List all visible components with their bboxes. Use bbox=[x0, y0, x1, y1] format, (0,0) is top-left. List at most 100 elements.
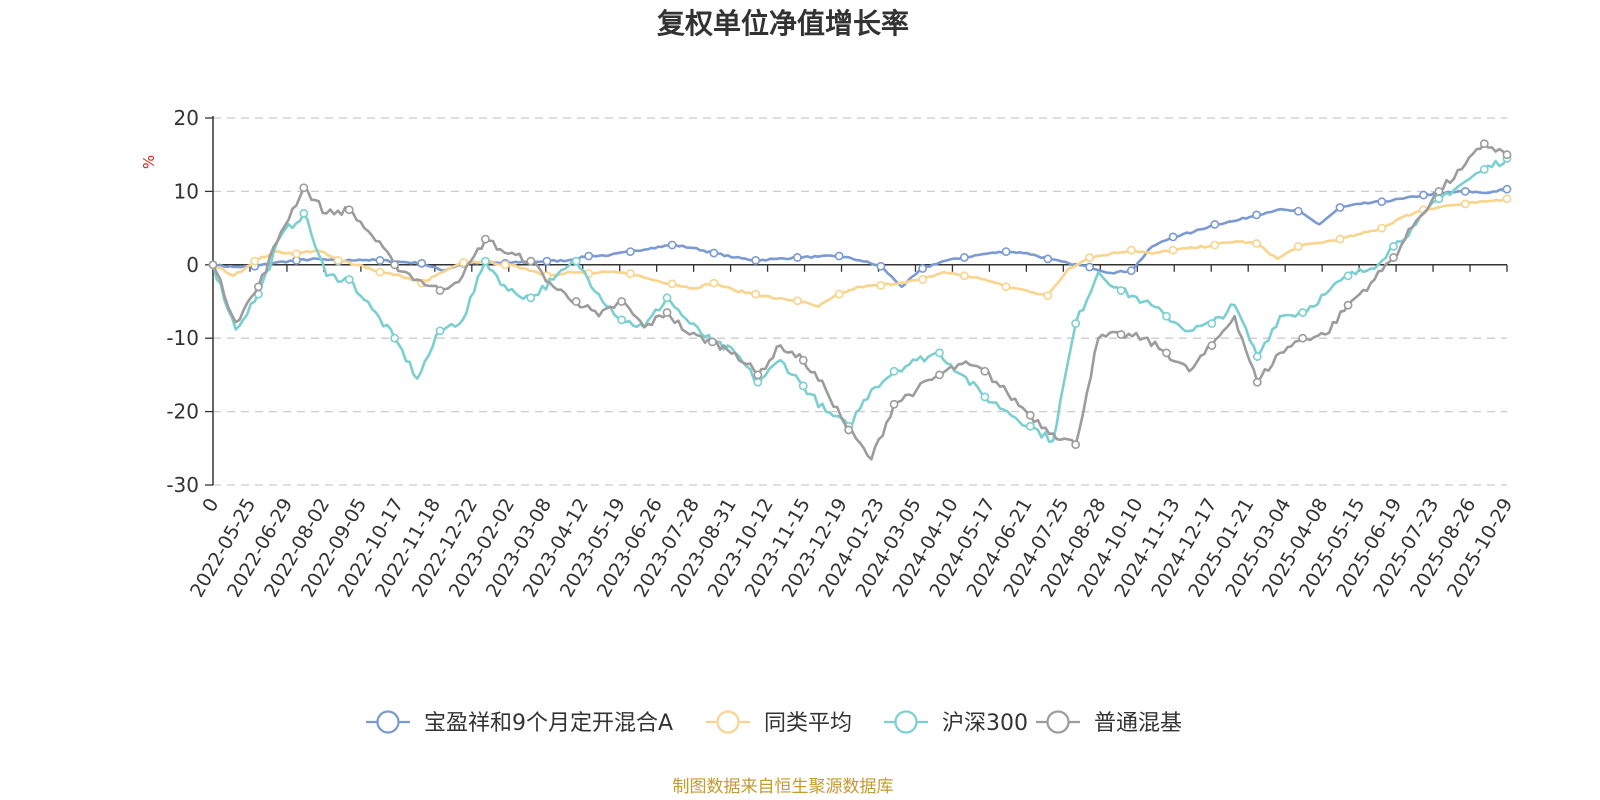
data-point bbox=[1502, 150, 1512, 160]
series-line bbox=[211, 157, 1509, 444]
data-point bbox=[1071, 440, 1081, 450]
data-point bbox=[798, 381, 808, 391]
data-point bbox=[918, 275, 928, 284]
data-point bbox=[1252, 377, 1262, 387]
data-point bbox=[1162, 348, 1171, 358]
legend-marker-icon bbox=[716, 710, 740, 734]
data-point bbox=[1210, 240, 1220, 250]
data-point bbox=[1162, 311, 1171, 321]
data-point bbox=[526, 293, 536, 303]
series-line bbox=[211, 142, 1508, 461]
data-point bbox=[1025, 410, 1035, 420]
data-point bbox=[1085, 262, 1094, 272]
data-point bbox=[1479, 164, 1489, 174]
data-point bbox=[481, 234, 490, 244]
data-point bbox=[844, 425, 854, 435]
data-point bbox=[959, 271, 969, 281]
data-point bbox=[1252, 352, 1262, 361]
y-tick-label: 10 bbox=[174, 179, 199, 203]
data-point bbox=[1343, 271, 1353, 281]
data-point bbox=[667, 279, 677, 289]
data-point bbox=[617, 297, 627, 306]
data-point bbox=[889, 399, 899, 409]
data-point bbox=[876, 261, 886, 271]
data-point bbox=[1479, 139, 1489, 149]
data-point bbox=[526, 256, 536, 266]
data-point bbox=[662, 308, 672, 317]
legend[interactable]: 宝盈祥和9个月定开混合A 同类平均 沪深300 普通混基 bbox=[366, 710, 1182, 736]
data-point bbox=[390, 260, 400, 270]
data-point bbox=[1207, 341, 1217, 350]
chart-title: 复权单位净值增长率 bbox=[657, 7, 909, 40]
data-point bbox=[417, 258, 427, 268]
data-point bbox=[980, 392, 990, 402]
series-line bbox=[212, 187, 1507, 289]
legend-item[interactable]: 宝盈祥和9个月定开混合A bbox=[366, 710, 673, 736]
data-point bbox=[667, 240, 677, 250]
legend-item[interactable]: 同类平均 bbox=[706, 710, 852, 736]
data-point bbox=[299, 183, 309, 193]
data-point bbox=[208, 260, 218, 270]
data-point bbox=[918, 264, 928, 273]
data-point bbox=[481, 256, 490, 266]
data-point bbox=[662, 293, 672, 303]
data-point bbox=[333, 255, 343, 265]
data-point bbox=[1335, 203, 1345, 212]
data-point bbox=[959, 253, 969, 262]
data-point bbox=[1116, 330, 1126, 339]
data-point bbox=[751, 255, 761, 265]
y-tick-label: -10 bbox=[166, 326, 199, 350]
data-point bbox=[1025, 421, 1035, 431]
data-point bbox=[1210, 220, 1220, 229]
legend-label: 宝盈祥和9个月定开混合A bbox=[424, 711, 673, 736]
data-point bbox=[834, 251, 844, 261]
data-point bbox=[798, 355, 808, 365]
data-point bbox=[1001, 247, 1011, 256]
data-point bbox=[1434, 186, 1444, 196]
data-point bbox=[571, 297, 581, 306]
data-point bbox=[1043, 254, 1053, 264]
data-point bbox=[1168, 245, 1178, 255]
data-point bbox=[708, 337, 717, 347]
data-point bbox=[344, 205, 354, 215]
y-tick-label: 0 bbox=[186, 253, 199, 277]
legend-item[interactable]: 普通混基 bbox=[1036, 710, 1182, 736]
data-point bbox=[1343, 300, 1353, 310]
legend-marker-icon bbox=[1046, 710, 1070, 734]
data-point bbox=[980, 366, 990, 376]
y-axis-unit: % bbox=[140, 155, 158, 169]
data-point bbox=[1085, 253, 1094, 262]
data-point bbox=[1293, 242, 1303, 251]
data-point bbox=[1252, 210, 1261, 220]
data-point bbox=[1116, 286, 1126, 295]
source-note: 制图数据来自恒生聚源数据库 bbox=[673, 777, 894, 797]
data-point bbox=[876, 280, 886, 290]
data-point bbox=[1168, 232, 1178, 242]
data-point bbox=[1207, 319, 1217, 328]
data-point bbox=[935, 370, 944, 380]
data-point bbox=[1377, 223, 1387, 233]
legend-item[interactable]: 沪深300 bbox=[884, 710, 1028, 736]
data-point bbox=[753, 370, 763, 380]
data-point bbox=[709, 278, 719, 288]
data-point bbox=[250, 256, 260, 266]
data-point bbox=[542, 256, 552, 266]
data-point bbox=[299, 209, 309, 218]
series-line bbox=[212, 197, 1508, 308]
data-point bbox=[1126, 245, 1136, 255]
data-point bbox=[1389, 242, 1398, 251]
y-tick-label: 20 bbox=[174, 106, 199, 130]
data-point bbox=[1377, 197, 1387, 207]
data-point bbox=[1001, 282, 1011, 292]
data-point bbox=[1293, 206, 1303, 216]
data-point bbox=[1434, 194, 1444, 204]
data-point bbox=[344, 275, 354, 284]
data-point bbox=[1126, 266, 1136, 276]
legend-label: 同类平均 bbox=[764, 711, 852, 736]
data-point bbox=[1252, 239, 1261, 248]
data-point bbox=[1298, 333, 1308, 343]
data-point bbox=[571, 256, 581, 266]
data-point bbox=[626, 269, 635, 279]
y-axis: 20 10 0 -10 -20 -30 bbox=[166, 106, 214, 497]
